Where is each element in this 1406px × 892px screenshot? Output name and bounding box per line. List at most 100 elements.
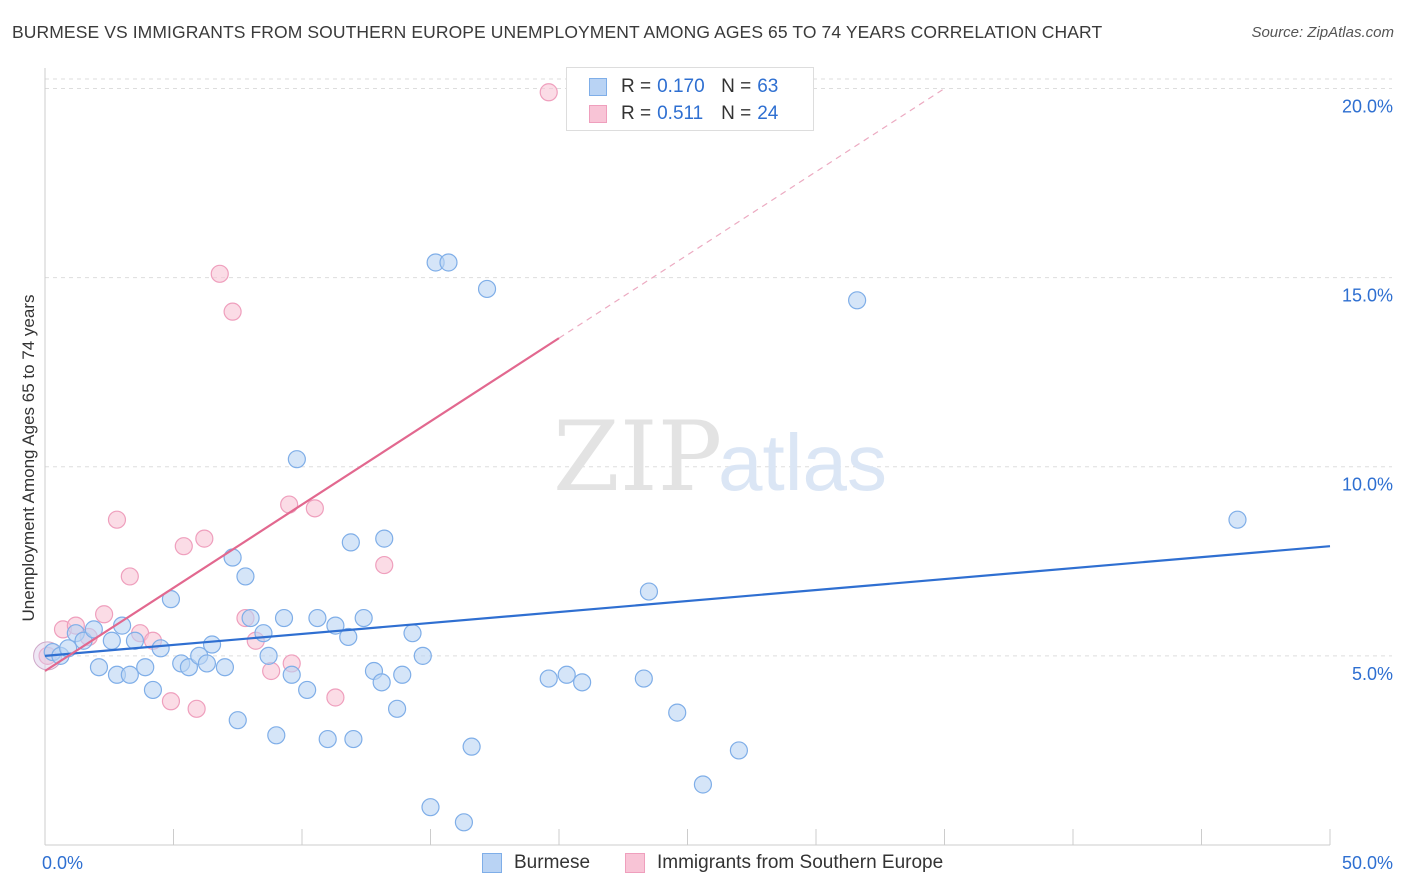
point-burmese — [89, 658, 109, 677]
legend-r-value: 0.170 — [657, 76, 705, 97]
point-burmese — [413, 646, 432, 665]
point-burmese — [344, 729, 363, 749]
point-burmese — [557, 665, 576, 684]
point-burmese — [421, 798, 440, 817]
point-burmese — [236, 567, 255, 586]
point-burmese — [393, 665, 412, 684]
point-burmese — [634, 669, 653, 688]
point-immigrants — [539, 83, 558, 102]
point-burmese — [102, 631, 121, 650]
series-immigrants-southern-europe — [33, 83, 558, 718]
axes — [44, 68, 1331, 846]
legend-label-burmese: Burmese — [514, 852, 591, 873]
point-immigrants — [120, 567, 139, 586]
legend-n-label: N = — [721, 103, 752, 124]
source-label: Source: ZipAtlas.com — [1251, 24, 1394, 41]
point-immigrants — [174, 537, 193, 556]
legend-item-immigrants: Immigrants from Southern Europe — [625, 852, 943, 874]
legend-item-burmese: Burmese — [482, 852, 590, 874]
point-burmese — [454, 813, 474, 832]
y-tick-label: 10.0% — [1342, 475, 1393, 495]
point-burmese — [274, 608, 294, 628]
point-immigrants — [187, 699, 206, 718]
legend-row-immigrants: R = 0.511 N = 24 — [589, 102, 778, 126]
y-tick-label: 15.0% — [1342, 286, 1393, 306]
point-immigrants — [223, 302, 242, 321]
point-burmese — [318, 729, 337, 749]
point-immigrants — [95, 605, 114, 624]
point-burmese — [573, 673, 592, 692]
legend-swatch-immigrants — [589, 105, 607, 123]
point-burmese — [202, 635, 222, 654]
trend-line-immigrants — [44, 337, 560, 672]
point-burmese — [477, 279, 497, 299]
point-immigrants — [107, 510, 127, 529]
legend-n-value: 24 — [757, 103, 779, 124]
point-burmese — [339, 627, 358, 647]
point-burmese — [308, 608, 327, 628]
y-tick-label: 5.0% — [1352, 664, 1393, 684]
point-burmese — [241, 608, 260, 628]
point-burmese — [120, 665, 139, 684]
point-burmese — [287, 450, 306, 469]
y-tick-label: 20.0% — [1342, 96, 1393, 116]
point-burmese — [143, 680, 163, 700]
point-immigrants — [280, 495, 299, 514]
point-immigrants — [210, 264, 229, 283]
point-burmese — [298, 680, 317, 700]
point-burmese — [223, 548, 242, 567]
point-burmese — [439, 253, 458, 272]
point-burmese — [539, 669, 558, 688]
point-burmese — [151, 639, 170, 658]
point-immigrants — [195, 529, 214, 548]
point-burmese — [848, 291, 867, 310]
legend-n-value: 63 — [757, 76, 779, 97]
point-burmese — [354, 608, 373, 628]
series-burmese — [43, 253, 1247, 832]
point-burmese — [375, 529, 394, 548]
point-immigrants — [375, 555, 394, 575]
chart-title: BURMESE VS IMMIGRANTS FROM SOUTHERN EURO… — [12, 22, 1103, 42]
x-tick-label: 50.0% — [1342, 853, 1393, 873]
point-burmese — [179, 658, 199, 677]
point-burmese — [729, 741, 749, 760]
point-burmese — [254, 624, 273, 643]
point-burmese — [215, 658, 234, 677]
legend-r-value: 0.511 — [657, 103, 704, 124]
watermark-atlas: atlas — [718, 418, 887, 507]
point-burmese — [282, 665, 301, 684]
legend-row-burmese: R = 0.170 N = 63 — [589, 75, 778, 99]
point-burmese — [84, 620, 103, 639]
legend-r-label: R = — [621, 76, 652, 97]
series-legend: Burmese Immigrants from Southern Europe — [0, 852, 1406, 876]
point-burmese — [341, 533, 360, 552]
point-burmese — [136, 658, 155, 677]
tick-labels: 5.0% 10.0% 15.0% 20.0% 0.0% 50.0% — [42, 96, 1393, 873]
point-burmese — [693, 775, 713, 794]
legend-swatch-immigrants — [625, 853, 645, 873]
legend-n-label: N = — [721, 76, 752, 97]
legend-r-label: R = — [621, 103, 652, 124]
y-axis-label: Unemployment Among Ages 65 to 74 years — [19, 294, 38, 622]
watermark-zip: ZIP — [553, 401, 722, 513]
trend-line-burmese — [44, 545, 1331, 657]
point-burmese — [259, 646, 278, 665]
point-burmese — [639, 582, 659, 601]
point-burmese — [462, 737, 481, 756]
correlation-legend: R = 0.170 N = 63 R = 0.511 N = 24 — [566, 67, 814, 131]
legend-swatch-burmese — [482, 853, 502, 873]
point-burmese — [403, 624, 422, 643]
x-tick-label: 0.0% — [42, 853, 83, 873]
point-burmese — [372, 673, 391, 692]
legend-swatch-burmese — [589, 78, 607, 96]
point-immigrants — [161, 692, 181, 711]
point-immigrants — [326, 688, 345, 707]
legend-label-immigrants: Immigrants from Southern Europe — [657, 852, 944, 873]
point-burmese — [1228, 510, 1247, 529]
point-burmese — [387, 699, 407, 718]
point-burmese — [668, 703, 687, 722]
point-burmese — [197, 654, 217, 673]
point-immigrants — [305, 499, 324, 518]
